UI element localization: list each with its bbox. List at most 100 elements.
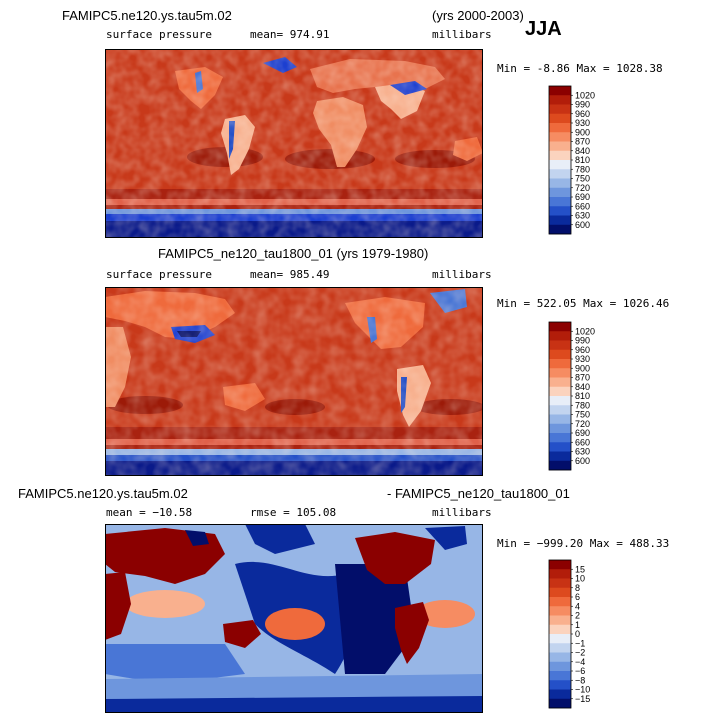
colorbar-swatch xyxy=(549,349,571,360)
colorbar-swatch xyxy=(549,359,571,369)
colorbar-swatch xyxy=(549,414,571,425)
colorbar-swatch xyxy=(549,141,571,152)
panel2-title: FAMIPC5_ne120_tau1800_01 (yrs 1979-1980) xyxy=(158,246,429,261)
colorbar-tick-label: 4 xyxy=(575,601,580,611)
colorbar-tick-label: 690 xyxy=(575,192,590,202)
colorbar-swatch xyxy=(549,386,571,397)
panel3-rmse: rmse = 105.08 xyxy=(250,506,337,519)
colorbar-panel1: 1020990960930900870840810780750720690660… xyxy=(548,85,595,235)
colorbar-swatch xyxy=(549,224,571,235)
colorbar-tick-label: 870 xyxy=(575,373,590,383)
colorbar-swatch xyxy=(549,680,571,690)
panel2-units: millibars xyxy=(432,268,492,281)
colorbar-swatch xyxy=(549,150,571,161)
colorbar-swatch xyxy=(549,396,571,406)
colorbar-swatch xyxy=(549,578,571,589)
map3-antarctica xyxy=(105,696,483,713)
colorbar-swatch xyxy=(549,451,571,462)
colorbar-swatch xyxy=(549,160,571,170)
colorbar-tick-label: 0 xyxy=(575,629,580,639)
colorbar-tick-label: 960 xyxy=(575,345,590,355)
colorbar-tick-label: 780 xyxy=(575,164,590,174)
panel3-mean: mean = −10.58 xyxy=(106,506,193,519)
colorbar-swatch xyxy=(549,331,571,341)
colorbar-swatch xyxy=(549,340,571,351)
panel1-title-left: FAMIPC5.ne120.ys.tau5m.02 xyxy=(62,8,232,23)
colorbar-tick-label: 1020 xyxy=(575,326,595,336)
colorbar-swatch xyxy=(549,587,571,598)
colorbar-swatch xyxy=(549,661,571,672)
map1-surface-pressure xyxy=(105,49,483,238)
colorbar-swatch xyxy=(549,560,571,570)
colorbar-tick-label: 660 xyxy=(575,437,590,447)
colorbar-tick-label: 690 xyxy=(575,428,590,438)
colorbar-swatch xyxy=(549,423,571,434)
colorbar-tick-label: 840 xyxy=(575,382,590,392)
colorbar-swatch xyxy=(549,615,571,626)
colorbar-tick-label: 720 xyxy=(575,419,590,429)
colorbar-swatch xyxy=(549,689,571,700)
colorbar-tick-label: 750 xyxy=(575,410,590,420)
colorbar-tick-label: 720 xyxy=(575,183,590,193)
panel3-title-right: - FAMIPC5_ne120_tau1800_01 xyxy=(387,486,570,501)
panel3-units: millibars xyxy=(432,506,492,519)
colorbar-tick-label: 900 xyxy=(575,127,590,137)
colorbar-tick-label: 6 xyxy=(575,592,580,602)
season-label: JJA xyxy=(525,18,562,40)
colorbar-panel2: 1020990960930900870840810780750720690660… xyxy=(548,321,595,471)
colorbar-tick-label: −2 xyxy=(575,648,585,658)
colorbar-swatch xyxy=(549,634,571,644)
map2-surface-pressure xyxy=(105,287,483,476)
colorbar-tick-label: −15 xyxy=(575,694,590,704)
panel2-variable: surface pressure xyxy=(106,268,212,281)
colorbar-swatch xyxy=(549,197,571,207)
colorbar-tick-label: 660 xyxy=(575,201,590,211)
colorbar-tick-label: −8 xyxy=(575,675,585,685)
colorbar-tick-label: 930 xyxy=(575,118,590,128)
colorbar-tick-label: 960 xyxy=(575,109,590,119)
colorbar-swatch xyxy=(549,86,571,96)
colorbar-tick-label: 990 xyxy=(575,100,590,110)
colorbar-swatch xyxy=(549,643,571,653)
colorbar-tick-label: 630 xyxy=(575,447,590,457)
colorbar-tick-label: 780 xyxy=(575,400,590,410)
colorbar-tick-label: −1 xyxy=(575,638,585,648)
colorbar-tick-label: 900 xyxy=(575,363,590,373)
panel1-variable: surface pressure xyxy=(106,28,212,41)
colorbar-swatch xyxy=(549,132,571,142)
colorbar-swatch xyxy=(549,433,571,443)
colorbar-tick-label: 15 xyxy=(575,564,585,574)
panel1-title-right: (yrs 2000-2003) xyxy=(432,8,524,23)
colorbar-swatch xyxy=(549,606,571,616)
colorbar-tick-label: 810 xyxy=(575,391,590,401)
panel3-minmax: Min = −999.20 Max = 488.33 xyxy=(497,537,670,550)
colorbar-swatch xyxy=(549,698,571,709)
colorbar-swatch xyxy=(549,597,571,607)
map3-north-america xyxy=(355,532,435,584)
map3-greenland xyxy=(425,526,467,550)
colorbar-swatch xyxy=(549,671,571,681)
colorbar-swatch xyxy=(549,460,571,471)
colorbar-tick-label: −4 xyxy=(575,657,585,667)
colorbar-tick-label: 600 xyxy=(575,220,590,230)
colorbar-swatch xyxy=(549,178,571,189)
colorbar-swatch xyxy=(549,206,571,216)
panel1-minmax: Min = -8.86 Max = 1028.38 xyxy=(497,62,663,75)
colorbar-swatch xyxy=(549,569,571,579)
panel1-units: millibars xyxy=(432,28,492,41)
map3-australia xyxy=(223,620,261,648)
map3-south-america xyxy=(395,602,429,664)
colorbar-swatch xyxy=(549,113,571,124)
colorbar-tick-label: 2 xyxy=(575,611,580,621)
colorbar-tick-label: 600 xyxy=(575,456,590,466)
colorbar-tick-label: 1020 xyxy=(575,90,595,100)
colorbar-tick-label: 630 xyxy=(575,211,590,221)
colorbar-tick-label: 750 xyxy=(575,174,590,184)
colorbar-swatch xyxy=(549,368,571,378)
colorbar-swatch xyxy=(549,652,571,663)
colorbar-swatch xyxy=(549,123,571,133)
colorbar-swatch xyxy=(549,215,571,226)
colorbar-tick-label: 840 xyxy=(575,146,590,156)
colorbar-tick-label: 990 xyxy=(575,336,590,346)
